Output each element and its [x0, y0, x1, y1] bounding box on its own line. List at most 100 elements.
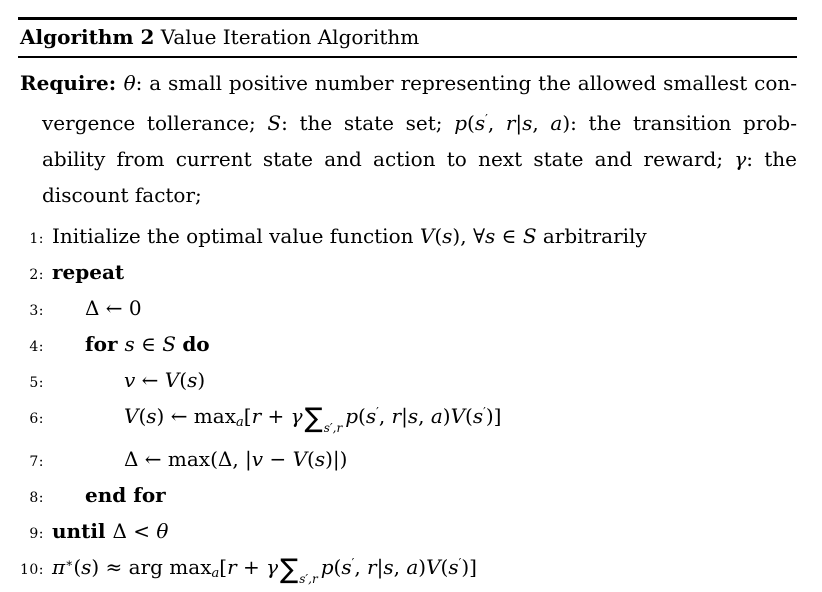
algorithm-line: 7: Δ ← max(Δ, |v − V(s)|) [18, 447, 797, 471]
text-segment: | [401, 404, 408, 428]
text-segment: V [124, 404, 139, 428]
text-segment: ′ [485, 112, 488, 126]
text-segment: S [162, 332, 176, 356]
text-segment: V [164, 368, 180, 392]
text-segment: π [52, 555, 66, 579]
text-segment: ← [135, 368, 165, 392]
text-segment: ) [418, 555, 427, 579]
text-segment: ∈ [134, 332, 163, 356]
text-segment: p [345, 404, 359, 428]
text-segment: Δ ← 0 [85, 296, 142, 320]
text-segment: Initialize the optimal value function [52, 224, 420, 248]
text-segment: ): the transition prob- [562, 111, 797, 135]
text-segment: vergence tollerance; [42, 111, 268, 135]
text-segment: , [418, 404, 431, 428]
text-segment: Δ ← max(Δ, | [124, 447, 252, 471]
text-segment: s [124, 332, 135, 356]
text-segment: ( [307, 447, 315, 471]
text-segment: p [320, 555, 334, 579]
algorithm-line: 5: v ← V(s) [18, 368, 797, 392]
text-segment: ( [467, 111, 475, 135]
require-block: Require: θ: a small positive number repr… [18, 58, 797, 215]
algorithm-line: 8: end for [18, 483, 797, 507]
text-segment: , [378, 404, 392, 428]
text-segment: ability from current state and action to… [42, 147, 735, 171]
text-segment: s [485, 224, 496, 248]
algorithm-line: 9: until Δ < θ [18, 519, 797, 543]
text-segment: r [505, 111, 516, 135]
text-segment: ( [465, 404, 473, 428]
text-segment: end for [85, 483, 166, 507]
text-segment: v [251, 447, 264, 471]
text-segment: until [52, 519, 113, 543]
algorithm-title-text: Value Iteration Algorithm [154, 25, 420, 49]
text-segment: γ [290, 404, 303, 428]
text-segment: s [442, 224, 453, 248]
text-segment: s [448, 555, 459, 579]
text-segment: s′,r [299, 572, 318, 586]
text-segment: ) ← max [156, 404, 236, 428]
line-number: 5: [29, 375, 44, 391]
text-segment: ′ [458, 556, 462, 570]
text-segment: ( [138, 404, 147, 428]
algorithm-box: Algorithm 2 Value Iteration Algorithm Re… [18, 17, 797, 592]
text-segment: Require: [20, 71, 124, 95]
algorithm-line: 4: for s ∈ S do [18, 332, 797, 356]
text-segment: ( [73, 555, 82, 579]
text-segment: ′ [351, 556, 355, 570]
text-segment: : the [746, 147, 797, 171]
text-segment: r [251, 404, 262, 428]
text-segment: )|) [325, 447, 348, 471]
line-number: 1: [29, 231, 44, 247]
text-segment: ′ [483, 405, 486, 419]
text-segment: γ [266, 555, 279, 579]
text-segment: ( [440, 555, 449, 579]
text-segment: V [419, 224, 435, 248]
line-number: 6: [29, 411, 44, 427]
text-segment: p [454, 111, 467, 135]
text-segment: ) ≈ arg max [91, 555, 212, 579]
text-segment: + [261, 404, 291, 428]
text-segment: ) [197, 368, 206, 392]
text-segment: r [367, 555, 377, 579]
text-segment: S [522, 224, 537, 248]
line-number: 7: [29, 454, 44, 470]
require-line: discount factor; [20, 177, 797, 213]
algorithm-line: 6: V(s) ← maxa[r + γ∑s′,r p(s′, r|s, a)V(s… [18, 404, 797, 435]
text-segment: r [391, 404, 402, 428]
statement: π∗(s) ≈ arg maxa[r + γ∑s′,r p(s′, r|s, a)… [52, 555, 797, 586]
text-segment: s [474, 111, 486, 135]
statement: Δ ← max(Δ, |v − V(s)|) [52, 447, 797, 471]
text-segment: ), [452, 224, 473, 248]
statement: until Δ < θ [52, 519, 797, 543]
text-segment: ∑ [304, 403, 323, 434]
algorithm-line: 3: Δ ← 0 [18, 296, 797, 320]
require-line: Require: θ: a small positive number repr… [20, 65, 797, 101]
line-number: 8: [29, 490, 44, 506]
algorithm-lines: 1: Initialize the optimal value function … [18, 215, 797, 586]
text-segment: ′ [376, 405, 379, 419]
text-segment: ) [442, 404, 451, 428]
line-number: 3: [29, 303, 44, 319]
text-segment: γ [734, 147, 747, 171]
text-segment: v [124, 368, 136, 392]
text-segment: − [263, 447, 293, 471]
text-segment: | [515, 111, 523, 135]
line-number: 2: [29, 267, 44, 283]
text-segment: ( [333, 555, 342, 579]
text-segment: do [182, 332, 210, 356]
text-segment: s [383, 555, 394, 579]
text-segment: ( [434, 224, 443, 248]
statement: for s ∈ S do [52, 332, 797, 356]
text-segment: a [430, 404, 443, 428]
statement: Initialize the optimal value function V(… [52, 224, 797, 248]
text-segment: V [426, 555, 441, 579]
text-segment: , [354, 555, 368, 579]
text-segment: [ [219, 555, 228, 579]
text-segment: s [472, 404, 484, 428]
statement: repeat [52, 260, 797, 284]
text-segment: for [85, 332, 125, 356]
require-line: vergence tollerance; S: the state set; p… [20, 101, 797, 141]
text-segment: | [376, 555, 384, 579]
